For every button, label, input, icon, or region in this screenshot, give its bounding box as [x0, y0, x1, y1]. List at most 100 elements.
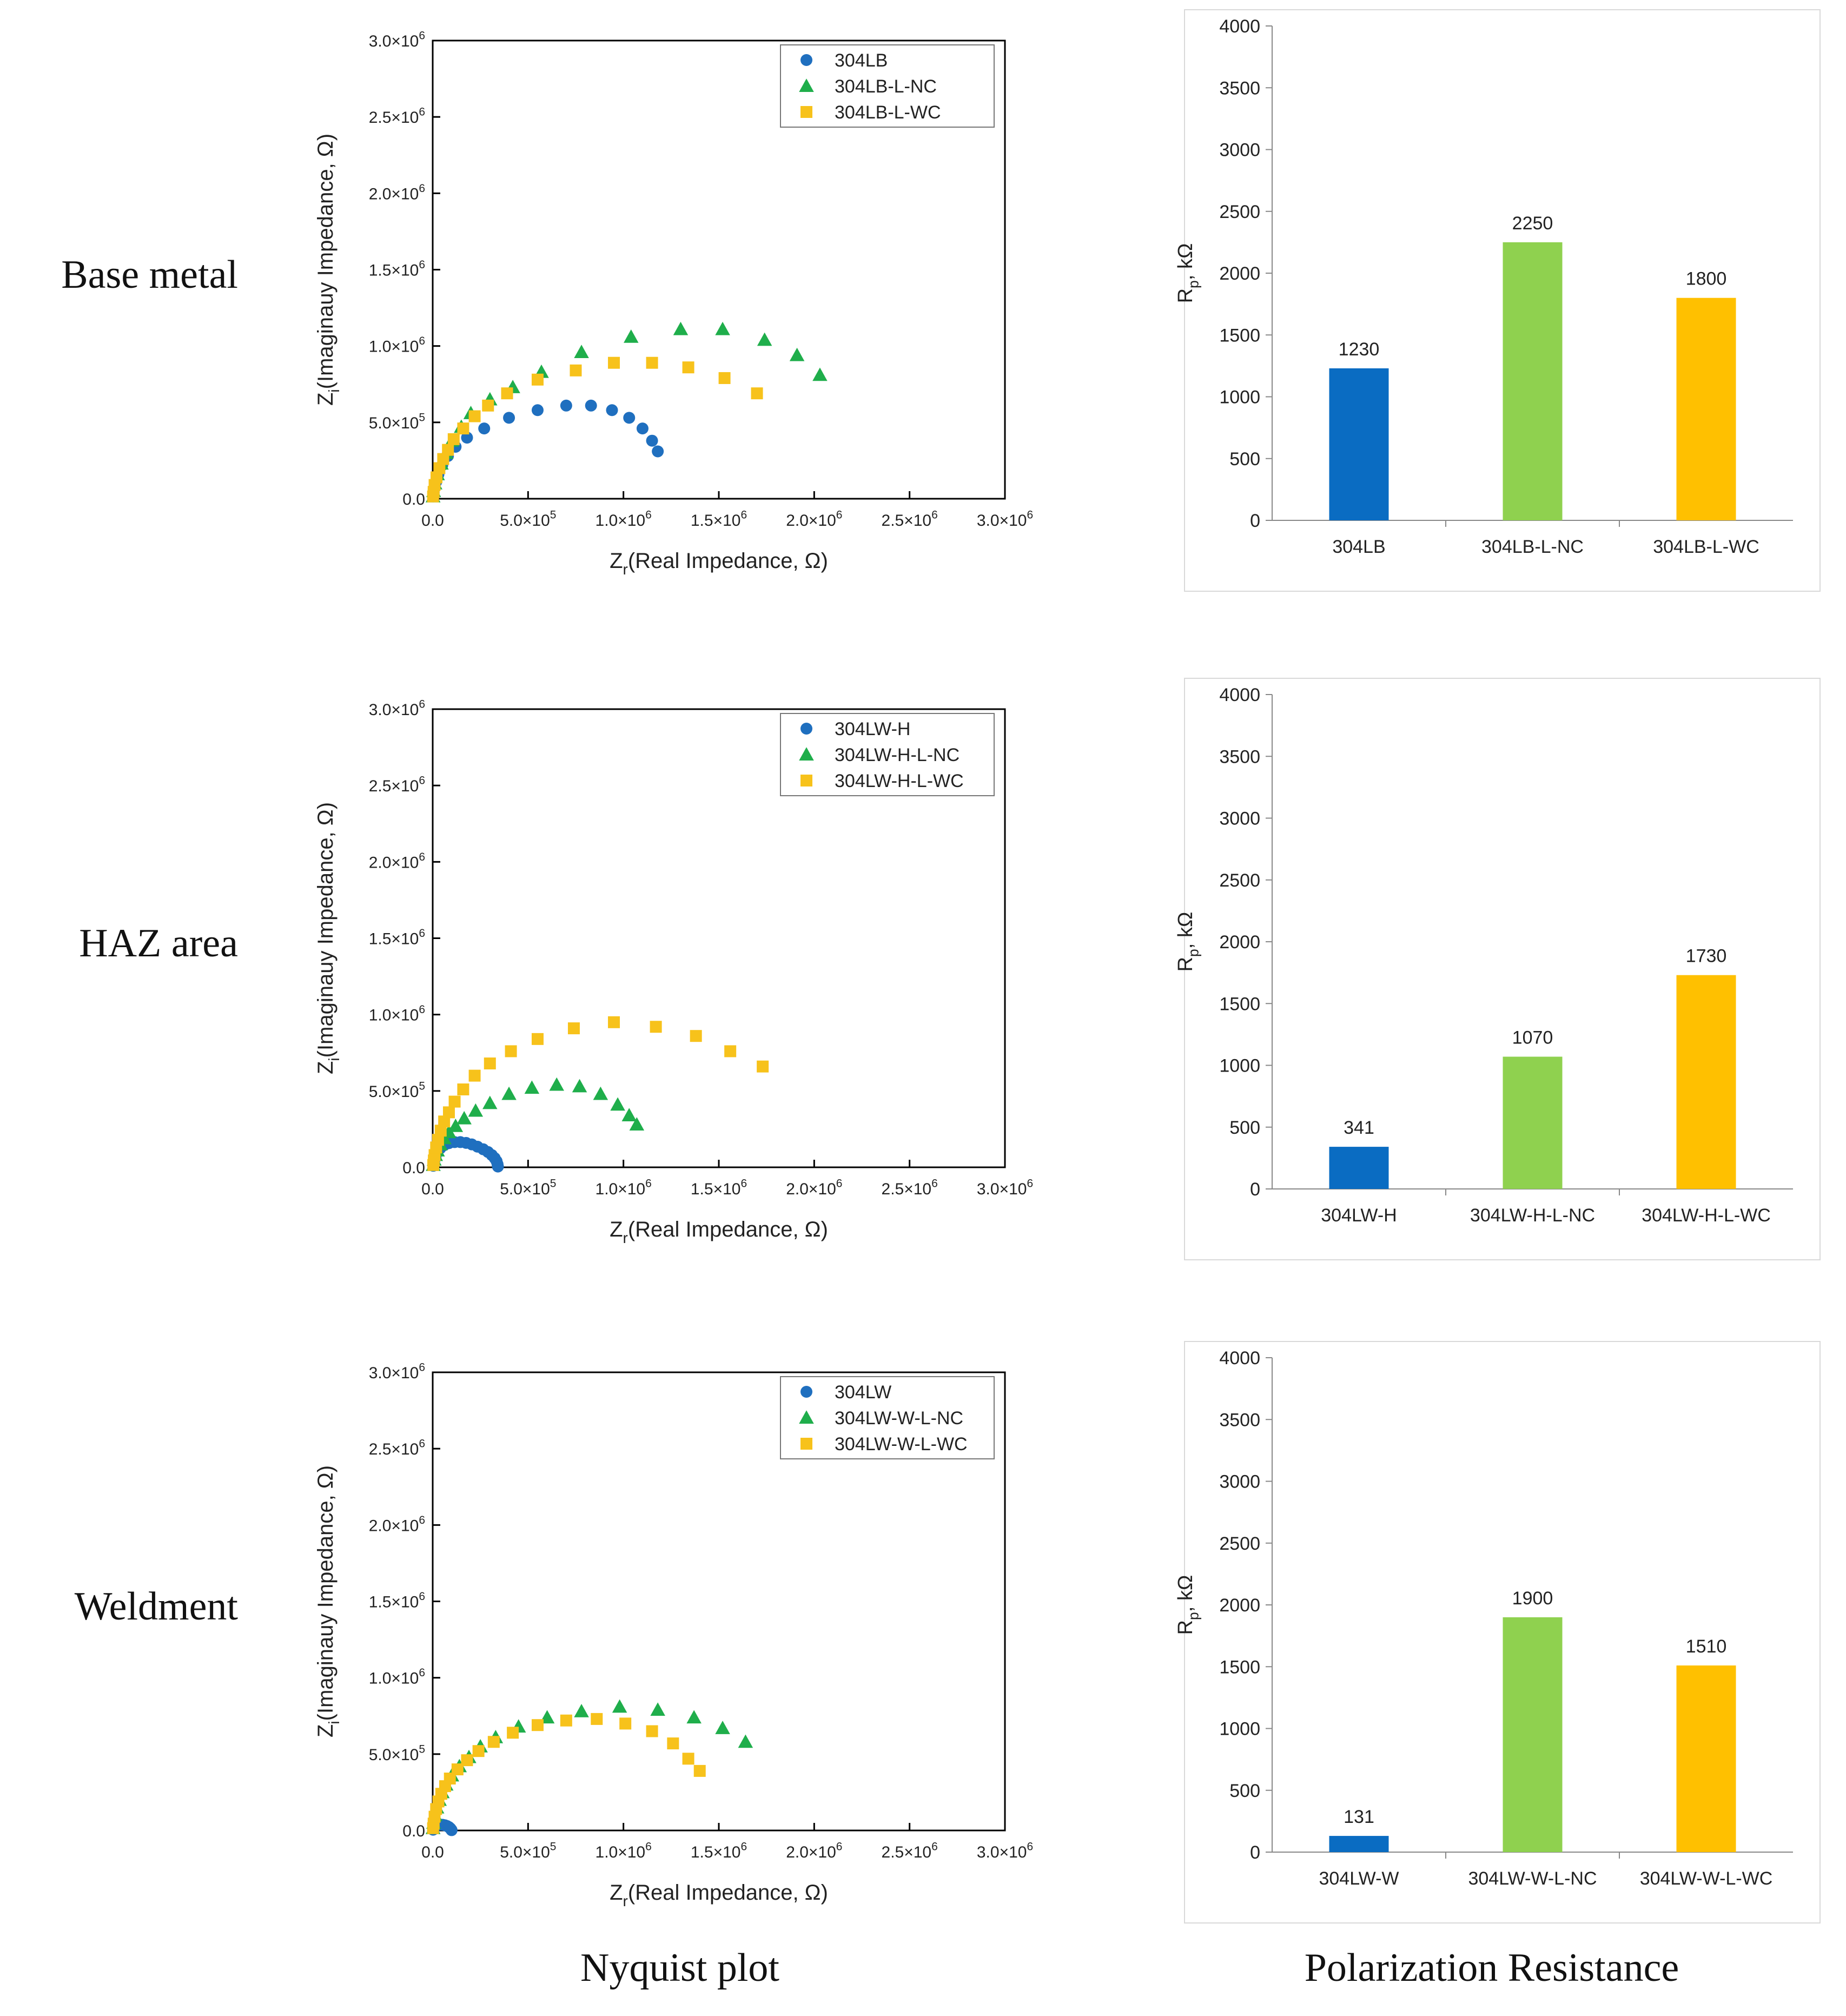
axis-label-subscript: i — [326, 389, 342, 392]
x-tick-label: 5.0×105 — [500, 1178, 556, 1199]
data-point — [738, 1734, 753, 1748]
y-tick-label: 2.5×106 — [369, 106, 425, 127]
y-axis-label: Rp, kΩ — [1174, 1575, 1201, 1635]
data-point — [667, 1737, 679, 1750]
axis-label-main: R — [1174, 1620, 1197, 1635]
bar-304LB — [1329, 368, 1389, 520]
x-tick-label: 2.0×106 — [786, 1841, 842, 1862]
data-point — [799, 747, 814, 761]
data-point — [468, 1103, 484, 1117]
data-point — [492, 1160, 504, 1173]
x-tick-label: 1.5×106 — [691, 1841, 747, 1862]
tick-exponent: 6 — [645, 1841, 652, 1853]
tick-mantissa: 0.0 — [402, 1822, 425, 1840]
y-tick-label: 4000 — [1219, 1348, 1260, 1369]
axis-label-main: Z — [314, 1724, 338, 1737]
x-axis-label: Zr(Real Impedance, Ω) — [610, 1218, 828, 1246]
tick-exponent: 6 — [931, 1178, 938, 1190]
y-tick-label: 5.0×105 — [369, 411, 425, 432]
legend-label: 304LW-W-L-NC — [835, 1408, 963, 1429]
y-tick-label: 3.0×106 — [369, 1361, 425, 1383]
axis-label-subscript: p — [1185, 949, 1201, 957]
y-tick-label: 3500 — [1219, 746, 1260, 767]
tick-exponent: 6 — [419, 1667, 425, 1679]
axis-label-subscript: r — [623, 1893, 628, 1909]
data-point — [757, 332, 772, 346]
tick-mantissa: 3.0×10 — [369, 32, 419, 50]
tick-mantissa: 3.0×10 — [977, 1180, 1027, 1198]
x-tick-label: 3.0×106 — [977, 1841, 1033, 1862]
data-point — [574, 1704, 589, 1717]
tick-exponent: 6 — [419, 1003, 425, 1016]
x-tick-label: 5.0×105 — [500, 509, 556, 530]
axis-label-rest: (Imaginauy Impedance, Ω) — [314, 134, 338, 389]
x-tick-label: 3.0×106 — [977, 509, 1033, 530]
tick-mantissa: 2.0×10 — [369, 1517, 419, 1535]
x-tick-label: 5.0×105 — [500, 1841, 556, 1862]
data-point — [461, 1754, 473, 1767]
axis-label-rest: (Real Impedance, Ω) — [628, 1881, 828, 1905]
data-point — [789, 347, 805, 361]
tick-exponent: 6 — [1027, 509, 1033, 521]
y-tick-label: 0.0 — [402, 491, 425, 508]
data-point — [690, 1030, 702, 1042]
tick-mantissa: 2.0×10 — [369, 854, 419, 871]
tick-exponent: 6 — [419, 1514, 425, 1526]
y-tick-label: 0 — [1250, 1842, 1260, 1863]
data-point — [608, 1016, 620, 1028]
data-point — [682, 1753, 694, 1765]
tick-exponent: 6 — [419, 1361, 425, 1374]
category-label: 304LB — [1332, 537, 1385, 557]
data-point — [432, 1134, 444, 1146]
series-304LB-L-NC — [425, 321, 828, 503]
tick-exponent: 6 — [931, 1841, 938, 1853]
tick-mantissa: 2.0×10 — [786, 1180, 836, 1198]
legend-label: 304LB — [835, 50, 888, 71]
tick-exponent: 6 — [419, 775, 425, 787]
y-tick-label: 1500 — [1219, 1657, 1260, 1677]
data-point — [682, 361, 694, 374]
y-tick-label: 1000 — [1219, 1719, 1260, 1740]
tick-mantissa: 5.0×10 — [369, 1083, 419, 1101]
bar-value-label: 1070 — [1512, 1028, 1553, 1048]
bar-304LB-L-WC — [1676, 298, 1736, 520]
axis-label-main: Z — [610, 1881, 623, 1905]
tick-mantissa: 1.0×10 — [369, 1670, 419, 1688]
tick-exponent: 6 — [645, 1178, 652, 1190]
bar-value-label: 131 — [1344, 1807, 1374, 1827]
tick-mantissa: 2.5×10 — [882, 1180, 932, 1198]
y-tick-label: 500 — [1229, 449, 1260, 470]
data-point — [442, 1106, 455, 1119]
y-axis-label: Zi(Imaginauy Impedance, Ω) — [314, 134, 342, 406]
data-point — [457, 1083, 469, 1096]
data-point — [451, 1763, 464, 1776]
category-label: 304LW-W-L-WC — [1640, 1868, 1773, 1889]
tick-mantissa: 5.0×10 — [500, 512, 550, 530]
bar-304LW-W-L-WC — [1676, 1665, 1736, 1852]
tick-exponent: 6 — [740, 509, 747, 521]
data-point — [560, 1714, 572, 1727]
y-axis-label: Zi(Imaginauy Impedance, Ω) — [314, 802, 342, 1074]
bar-value-label: 341 — [1344, 1118, 1374, 1138]
data-point — [531, 1033, 544, 1045]
axis-label-rest: , kΩ — [1174, 1575, 1197, 1612]
y-tick-label: 3000 — [1219, 140, 1260, 161]
tick-mantissa: 5.0×10 — [500, 1180, 550, 1198]
axis-label-main: Z — [610, 1218, 623, 1241]
y-tick-label: 1.0×106 — [369, 1667, 425, 1688]
bar-value-label: 1900 — [1512, 1588, 1553, 1609]
chart-area-border — [1184, 9, 1821, 592]
x-tick-label: 2.5×106 — [882, 1841, 938, 1862]
y-tick-label: 4000 — [1219, 16, 1260, 37]
tick-exponent: 5 — [550, 1178, 557, 1190]
data-point — [812, 367, 828, 381]
y-tick-label: 1000 — [1219, 1056, 1260, 1076]
tick-exponent: 6 — [419, 698, 425, 711]
legend-box — [780, 713, 995, 796]
y-tick-label: 2.5×106 — [369, 775, 425, 796]
tick-exponent: 6 — [1027, 1178, 1033, 1190]
tick-exponent: 5 — [550, 1841, 557, 1853]
data-point — [507, 1727, 519, 1739]
tick-mantissa: 2.5×10 — [882, 1843, 932, 1861]
tick-exponent: 6 — [931, 509, 938, 521]
